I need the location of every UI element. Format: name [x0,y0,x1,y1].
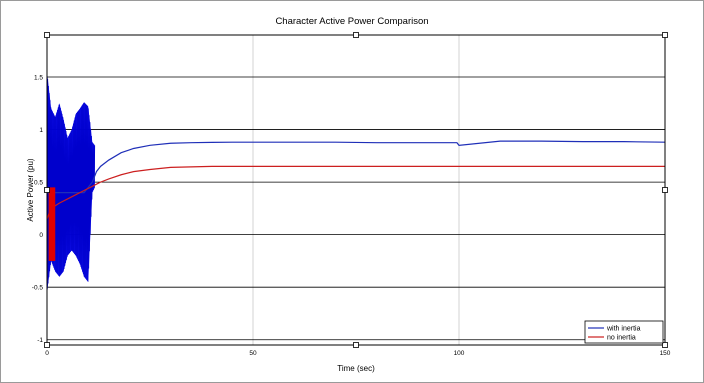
chart-title: Character Active Power Comparison [275,16,429,27]
legend-label-no-inertia: no inertia [607,335,636,342]
legend-box [584,320,664,344]
x-tick-label: 150 [660,350,671,357]
tick-labels: 0 50 100 150 -1 -0.5 0 0.5 1 1.5 [32,75,671,357]
series-line-no-inertia [46,165,665,220]
grid-lines [47,35,665,345]
legend: with inertia no inertia [584,320,664,344]
x-tick-label: 100 [454,350,465,357]
selection-handle [662,342,668,348]
resize-handles [44,32,668,348]
selection-handle [44,32,50,38]
y-tick-label: 0 [39,232,43,239]
y-tick-label: -0.5 [32,285,44,292]
oscillation-band [46,71,96,293]
series-lines [46,140,666,261]
series-line-with-inertia [47,140,666,194]
selection-handle [44,342,50,348]
y-axis-label: Active Power (pu) [26,158,35,221]
axes-background [47,35,665,345]
y-tick-label: 1 [39,127,43,134]
x-tick-label: 50 [249,350,257,357]
y-tick-label: -1 [37,337,43,344]
y-tick-label: 0.5 [34,180,43,187]
x-axis-label: Time (sec) [337,364,375,373]
selection-handle [662,187,668,193]
selection-handle [353,342,359,348]
y-tick-label: 1.5 [34,75,43,82]
oscillation-band-trace [46,71,96,290]
red-burst-region [48,187,56,261]
selection-handle [44,187,50,193]
x-tick-label: 0 [45,350,49,357]
selection-handle [353,32,359,38]
legend-label-with-inertia: with inertia [606,326,641,333]
selection-handle [662,32,668,38]
